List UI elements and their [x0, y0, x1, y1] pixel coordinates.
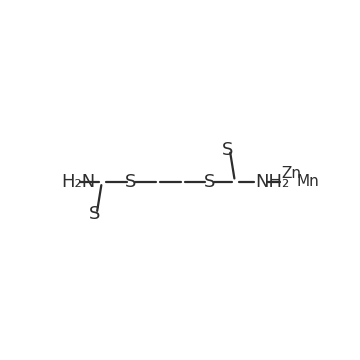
Text: Zn: Zn	[281, 166, 301, 181]
Text: S: S	[89, 205, 100, 223]
Text: S: S	[125, 173, 136, 191]
Text: NH₂: NH₂	[255, 173, 289, 191]
Text: H₂N: H₂N	[61, 173, 95, 191]
Text: S: S	[222, 141, 233, 159]
Text: S: S	[204, 173, 215, 191]
Text: Mn: Mn	[297, 174, 320, 189]
